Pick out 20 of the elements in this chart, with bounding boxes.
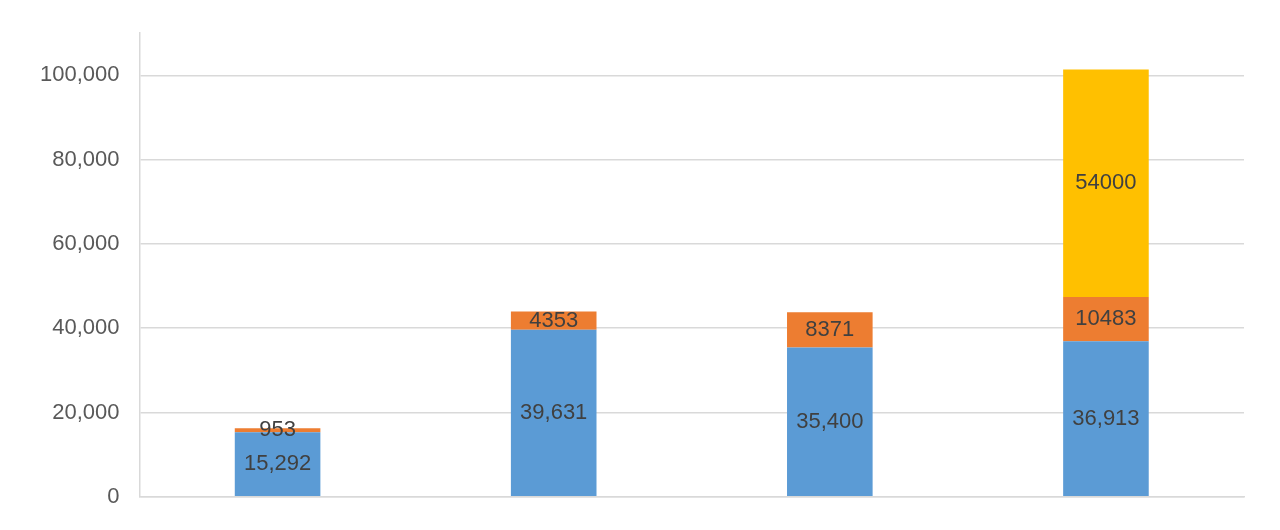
bar [1063, 69, 1149, 298]
bar [787, 347, 873, 497]
y-tick-label: 40,000 [52, 314, 120, 340]
y-tick-label: 80,000 [52, 145, 120, 171]
data-label: 54000 [1075, 169, 1137, 195]
bar [510, 329, 597, 497]
y-tick-label: 100,000 [39, 61, 120, 87]
data-label: 35,400 [796, 407, 864, 433]
y-tick-label: 0 [107, 482, 120, 508]
data-label: 36,913 [1072, 404, 1140, 430]
bar [1063, 341, 1149, 497]
bar [787, 312, 873, 348]
data-label: 8371 [805, 316, 855, 342]
data-label: 15,292 [243, 450, 312, 476]
data-label: 4353 [529, 306, 579, 332]
y-tick-label: 20,000 [52, 398, 120, 424]
data-label: 953 [259, 416, 296, 442]
y-tick-label: 60,000 [52, 229, 120, 255]
data-label: 10483 [1075, 305, 1137, 331]
data-label: 39,631 [520, 398, 588, 424]
